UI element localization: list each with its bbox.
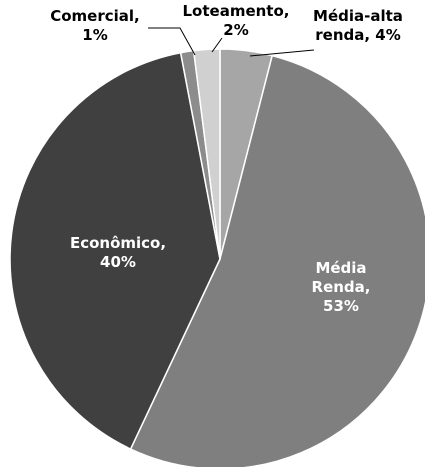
- data-label-economico: Econômico, 40%: [70, 234, 166, 271]
- data-label-line: 53%: [323, 297, 359, 315]
- data-label-line: Econômico,: [70, 234, 166, 252]
- leader-line-media-alta-renda: [249, 49, 315, 57]
- data-label-line: Renda,: [312, 278, 371, 296]
- data-label-line: Comercial,: [50, 7, 140, 25]
- data-label-line: 1%: [82, 26, 107, 44]
- data-label-media-renda: Média Renda, 53%: [312, 259, 371, 315]
- data-label-line: Loteamento,: [183, 2, 290, 20]
- pie-slice-loteamento: [192, 48, 221, 260]
- data-label-media-alta-renda: Média-alta renda, 4%: [313, 7, 403, 44]
- data-label-line: renda, 4%: [315, 26, 401, 44]
- data-label-loteamento: Loteamento, 2%: [183, 2, 290, 39]
- data-label-line: 2%: [223, 21, 248, 39]
- data-label-line: Média-alta: [313, 7, 403, 25]
- leader-lines-layer: [148, 27, 315, 57]
- slices-layer: [9, 48, 425, 467]
- pie-slice-economico: [9, 51, 221, 450]
- pie-slice-media-renda: [129, 54, 425, 467]
- data-label-line: 40%: [100, 253, 136, 271]
- labels-layer: Média-alta renda, 4% Média Renda, 53% Econômi…: [50, 2, 403, 315]
- leader-line-loteamento: [211, 37, 223, 53]
- data-label-line: Média: [315, 259, 366, 277]
- data-label-comercial: Comercial, 1%: [50, 7, 140, 44]
- leader-line-comercial: [148, 27, 196, 56]
